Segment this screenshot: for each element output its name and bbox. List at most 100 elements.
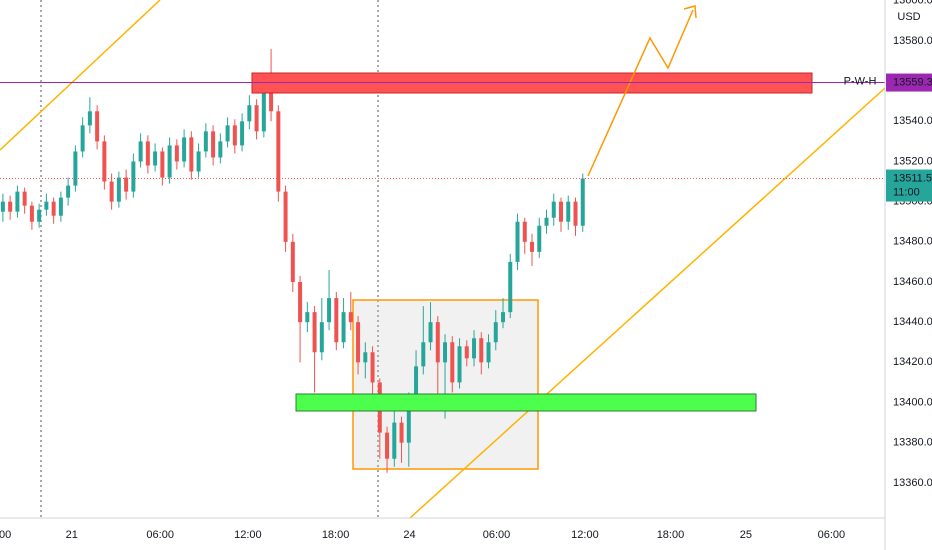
- candle-body: [522, 221, 527, 242]
- candle-body: [530, 241, 535, 252]
- candle-body: [203, 131, 208, 152]
- last-price-label: 13511.5: [893, 172, 932, 184]
- last-price-box: [886, 169, 932, 202]
- candle-body: [457, 346, 462, 383]
- x-tick-label: 18:00: [322, 529, 350, 541]
- candle-body: [160, 151, 165, 178]
- candle-body: [124, 177, 129, 192]
- candle-body: [515, 221, 520, 262]
- candle-body: [435, 322, 440, 363]
- candle-body: [486, 342, 491, 363]
- candle-body: [225, 125, 230, 142]
- trend-line: [409, 87, 886, 519]
- candle-body: [232, 125, 237, 146]
- candle-body: [109, 181, 114, 202]
- countdown-label: 11:00: [893, 186, 920, 198]
- y-tick-label: 13460.0: [893, 276, 932, 288]
- x-tick-label: 21: [66, 529, 78, 541]
- candle-body: [363, 352, 368, 363]
- x-tick-label: 06:00: [483, 529, 511, 541]
- candle-body: [58, 197, 63, 216]
- candle-body: [22, 191, 27, 206]
- candle-body: [450, 342, 455, 383]
- candle-body: [327, 298, 332, 323]
- pwh-price-label: 13559.3: [893, 76, 932, 88]
- candle-body: [131, 161, 136, 192]
- candle-body: [312, 312, 317, 353]
- candle-body: [472, 338, 477, 359]
- candle-body: [153, 151, 158, 166]
- candle-body: [138, 141, 143, 162]
- candle-body: [102, 141, 107, 182]
- candle-body: [290, 241, 295, 282]
- candle-body: [544, 217, 549, 226]
- x-tick-label: 18:00: [657, 529, 685, 541]
- candle-body: [145, 141, 150, 166]
- candle-body: [218, 141, 223, 158]
- candle-body: [95, 111, 100, 142]
- y-tick-label: 13600.0: [893, 0, 932, 7]
- candle-body: [370, 352, 375, 383]
- y-tick-label: 13420.0: [893, 356, 932, 368]
- candle-body: [580, 178, 585, 226]
- y-tick-label: 13440.0: [893, 316, 932, 328]
- candle-body: [283, 191, 288, 242]
- candle-body: [247, 105, 252, 122]
- pwh-label: P-W-H: [844, 75, 877, 87]
- candle-body: [211, 131, 216, 158]
- candles: [0, 49, 585, 473]
- candle-body: [551, 201, 556, 218]
- candle-body: [464, 346, 469, 359]
- candle-body: [51, 201, 56, 216]
- candle-body: [0, 201, 5, 212]
- candle-body: [537, 225, 542, 252]
- candle-body: [87, 111, 92, 126]
- candle-body: [348, 312, 353, 323]
- candle-body: [508, 261, 513, 313]
- x-tick-label: 25: [740, 529, 752, 541]
- candle-body: [334, 298, 339, 343]
- candle-body: [559, 201, 564, 222]
- candle-body: [392, 422, 397, 459]
- candle-body: [80, 125, 85, 152]
- candle-body: [406, 402, 411, 443]
- x-tick-label: 12:00: [234, 529, 262, 541]
- candle-body: [356, 322, 361, 363]
- candle-body: [385, 432, 390, 459]
- candle-body: [341, 312, 346, 343]
- candle-body: [240, 121, 245, 146]
- candle-body: [29, 205, 34, 222]
- candle-body: [269, 91, 274, 112]
- pwh-price-box: [886, 73, 932, 92]
- x-tick-label: 00: [0, 529, 11, 541]
- candle-body: [37, 209, 42, 222]
- candle-body: [501, 312, 506, 323]
- y-tick-label: 13380.0: [893, 437, 932, 449]
- y-tick-label: 13400.0: [893, 396, 932, 408]
- arrow-head: [683, 5, 697, 19]
- candle-body: [298, 281, 303, 323]
- trend-line: [0, 0, 161, 151]
- candle-body: [8, 201, 13, 212]
- candle-body: [399, 422, 404, 443]
- candle-body: [276, 111, 281, 192]
- x-tick-label: 24: [403, 529, 415, 541]
- candle-body: [167, 145, 172, 178]
- projection-arrow: [587, 9, 694, 177]
- candle-body: [443, 342, 448, 363]
- y-tick-label: 13540.0: [893, 115, 932, 127]
- currency-label: USD: [897, 11, 920, 23]
- candle-body: [566, 201, 571, 222]
- candle-body: [174, 145, 179, 162]
- candle-body: [73, 151, 78, 186]
- y-tick-label: 13360.0: [893, 477, 932, 489]
- x-tick-label: 06:00: [818, 529, 846, 541]
- candle-body: [254, 105, 259, 132]
- x-tick-label: 06:00: [146, 529, 174, 541]
- candle-body: [189, 137, 194, 172]
- overlay: P-W-H: [0, 75, 885, 180]
- candle-body: [573, 201, 578, 226]
- candle-body: [414, 366, 419, 403]
